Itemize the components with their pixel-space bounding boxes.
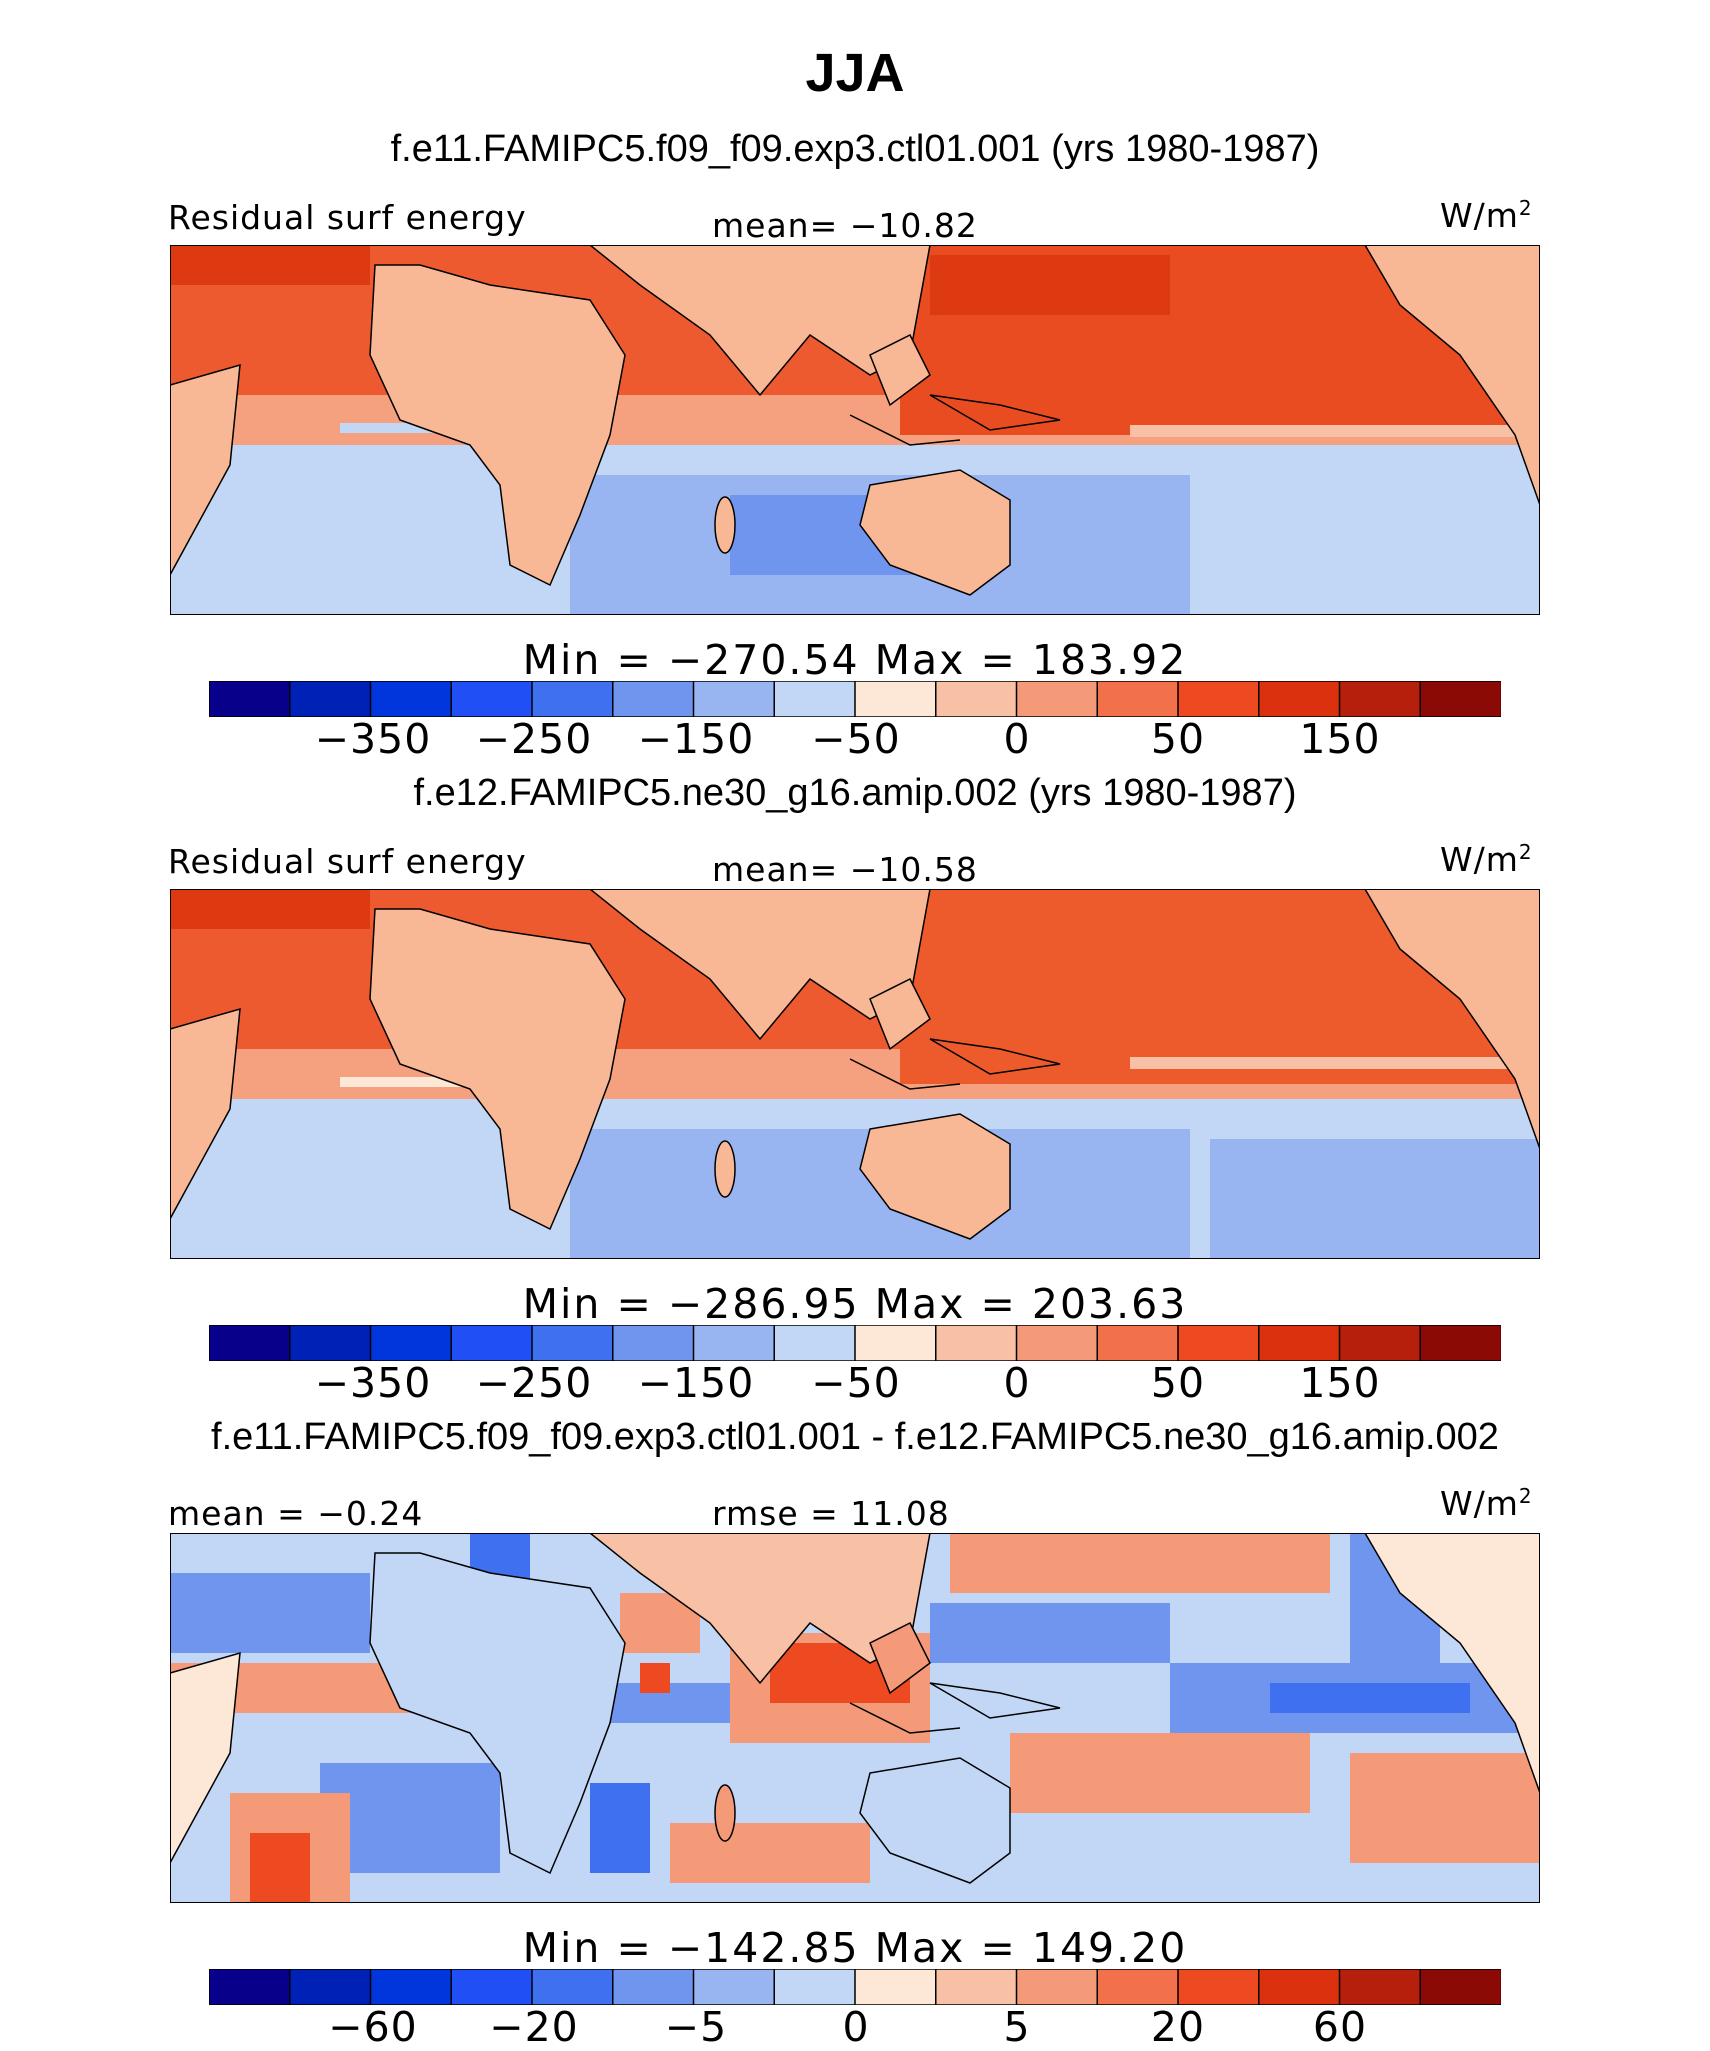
panel-3-tick-label: −60: [328, 2003, 418, 2051]
colorbar-swatch: [369, 1969, 453, 2005]
colorbar-swatch: [209, 1969, 291, 2005]
colorbar-swatch: [450, 1969, 534, 2005]
panel-1-tick-label: 0: [1003, 715, 1031, 763]
panel-1-title: f.e11.FAMIPC5.f09_f09.exp3.ctl01.001 (yr…: [390, 128, 1320, 170]
panel-1-mean-label: mean= −10.82: [712, 206, 978, 245]
panel-1-minmax: Min = −270.54 Max = 183.92: [522, 636, 1188, 684]
panel-2-units: W/m2: [1440, 840, 1533, 879]
panel-2-colorbar: [209, 1325, 1501, 1361]
panel-3-colorbar: [209, 1969, 1501, 2005]
panel-1-map: [170, 245, 1540, 615]
colorbar-swatch: [1419, 1325, 1501, 1361]
panel-3-tick-label: −20: [489, 2003, 579, 2051]
colorbar-swatch: [1338, 1969, 1422, 2005]
colorbar-swatch: [854, 1969, 937, 2005]
panel-3-minmax: Min = −142.85 Max = 149.20: [522, 1924, 1188, 1972]
colorbar-swatch: [773, 1969, 857, 2005]
colorbar-swatch: [289, 1969, 372, 2005]
colorbar-swatch: [450, 1325, 534, 1361]
colorbar-swatch: [1015, 681, 1099, 717]
colorbar-swatch: [531, 1969, 614, 2005]
colorbar-swatch: [1177, 681, 1260, 717]
colorbar-swatch: [1258, 681, 1341, 717]
colorbar-swatch: [1177, 1325, 1260, 1361]
colorbar-swatch: [450, 681, 534, 717]
colorbar-swatch: [1258, 1325, 1341, 1361]
panel-1-tick-label: −250: [475, 715, 593, 763]
panel-2-minmax: Min = −286.95 Max = 203.63: [522, 1280, 1188, 1328]
colorbar-swatch: [209, 681, 291, 717]
colorbar-swatch: [935, 1969, 1018, 2005]
colorbar-swatch: [209, 1325, 291, 1361]
colorbar-swatch: [289, 1325, 372, 1361]
colorbar-swatch: [935, 681, 1018, 717]
panel-2-tick-label: 0: [1003, 1359, 1031, 1407]
colorbar-swatch: [692, 681, 776, 717]
panel-1-units: W/m2: [1440, 196, 1533, 235]
colorbar-swatch: [1096, 1969, 1180, 2005]
colorbar-swatch: [1096, 1325, 1180, 1361]
colorbar-swatch: [1177, 1969, 1260, 2005]
panel-3-tick-label: 0: [842, 2003, 870, 2051]
panel-1-variable-label: Residual surf energy: [168, 198, 527, 237]
colorbar-swatch: [1419, 681, 1501, 717]
colorbar-swatch: [612, 681, 695, 717]
panel-1-tick-label: −350: [314, 715, 432, 763]
panel-3-mean-label: mean = −0.24: [168, 1494, 424, 1533]
colorbar-swatch: [1338, 1325, 1422, 1361]
panel-3-units: W/m2: [1440, 1484, 1533, 1523]
panel-2-tick-label: −350: [314, 1359, 432, 1407]
panel-1-tick-label: 150: [1299, 715, 1381, 763]
colorbar-swatch: [1015, 1969, 1099, 2005]
panel-3-map: [170, 1533, 1540, 1903]
colorbar-swatch: [369, 681, 453, 717]
panel-3-tick-label: 60: [1312, 2003, 1368, 2051]
colorbar-swatch: [531, 681, 614, 717]
panel-2-tick-label: −250: [475, 1359, 593, 1407]
colorbar-swatch: [289, 681, 372, 717]
colorbar-swatch: [854, 1325, 937, 1361]
colorbar-swatch: [854, 681, 937, 717]
panel-2-tick-label: 150: [1299, 1359, 1381, 1407]
panel-2-tick-label: −50: [811, 1359, 901, 1407]
panel-3-title: f.e11.FAMIPC5.f09_f09.exp3.ctl01.001 - f…: [211, 1416, 1499, 1458]
panel-3-tick-label: 5: [1003, 2003, 1031, 2051]
colorbar-swatch: [692, 1325, 776, 1361]
colorbar-swatch: [1419, 1969, 1501, 2005]
colorbar-swatch: [935, 1325, 1018, 1361]
panel-1-tick-label: −50: [811, 715, 901, 763]
colorbar-swatch: [773, 1325, 857, 1361]
colorbar-swatch: [1096, 681, 1180, 717]
panel-2-title: f.e12.FAMIPC5.ne30_g16.amip.002 (yrs 198…: [413, 772, 1297, 814]
colorbar-swatch: [369, 1325, 453, 1361]
panel-1-tick-label: −150: [637, 715, 755, 763]
panel-1-tick-label: 50: [1150, 715, 1206, 763]
page-title: JJA: [805, 43, 905, 103]
colorbar-swatch: [1258, 1969, 1341, 2005]
colorbar-swatch: [612, 1325, 695, 1361]
colorbar-swatch: [612, 1969, 695, 2005]
panel-2-variable-label: Residual surf energy: [168, 842, 527, 881]
panel-3-tick-label: −5: [664, 2003, 728, 2051]
panel-2-map: [170, 889, 1540, 1259]
panel-2-mean-label: mean= −10.58: [712, 850, 978, 889]
colorbar-swatch: [773, 681, 857, 717]
panel-3-rmse-label: rmse = 11.08: [712, 1494, 950, 1533]
colorbar-swatch: [692, 1969, 776, 2005]
colorbar-swatch: [1015, 1325, 1099, 1361]
panel-1-colorbar: [209, 681, 1501, 717]
panel-2-tick-label: 50: [1150, 1359, 1206, 1407]
panel-2-tick-label: −150: [637, 1359, 755, 1407]
panel-3-tick-label: 20: [1150, 2003, 1206, 2051]
colorbar-swatch: [531, 1325, 614, 1361]
colorbar-swatch: [1338, 681, 1422, 717]
